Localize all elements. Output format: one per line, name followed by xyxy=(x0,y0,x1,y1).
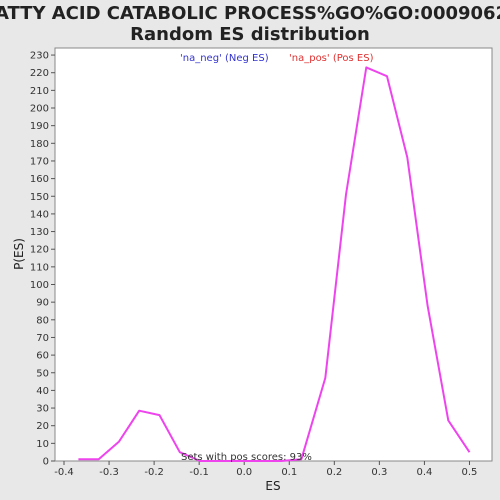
x-tick-label: 0.1 xyxy=(281,467,297,478)
y-tick-label: 130 xyxy=(30,227,49,238)
y-tick-label: 160 xyxy=(30,174,49,185)
y-tick-label: 120 xyxy=(30,245,49,256)
legend-neg-es: 'na_neg' (Neg ES) xyxy=(180,53,269,64)
x-axis-ticks: -0.4 -0.3 -0.2 -0.1 0.0 0.1 0.2 0.3 0.4 0.5 xyxy=(54,461,477,478)
x-tick-label: 0.0 xyxy=(236,467,252,478)
y-axis-label: P(ES) xyxy=(12,238,26,270)
y-tick-label: 110 xyxy=(30,262,49,273)
y-tick-label: 90 xyxy=(36,298,49,309)
pos-score-annotation: Sets with pos scores: 93% xyxy=(181,452,312,463)
y-axis-ticks: 0 10 20 30 40 50 60 70 80 90 100 110 120 130 140 150 160… xyxy=(30,51,55,468)
y-tick-label: 210 xyxy=(30,86,49,97)
legend-pos-es: 'na_pos' (Pos ES) xyxy=(289,53,374,64)
x-tick-label: -0.1 xyxy=(189,467,209,478)
x-tick-label: -0.3 xyxy=(99,467,119,478)
y-tick-label: 150 xyxy=(30,192,49,203)
x-axis-label: ES xyxy=(265,479,280,493)
y-tick-label: 180 xyxy=(30,139,49,150)
y-tick-label: 190 xyxy=(30,121,49,132)
y-tick-label: 20 xyxy=(36,421,49,432)
y-tick-label: 200 xyxy=(30,104,49,115)
x-tick-label: 0.2 xyxy=(326,467,342,478)
chart-title-line-2: Random ES distribution xyxy=(130,24,370,45)
y-tick-label: 100 xyxy=(30,280,49,291)
y-tick-label: 30 xyxy=(36,404,49,415)
y-tick-label: 60 xyxy=(36,351,49,362)
chart-title-line-1: FATTY ACID CATABOLIC PROCESS%GO%GO:00090… xyxy=(0,3,500,24)
y-tick-label: 140 xyxy=(30,209,49,220)
x-tick-label: -0.4 xyxy=(54,467,74,478)
x-tick-label: 0.3 xyxy=(371,467,387,478)
x-tick-label: 0.4 xyxy=(416,467,432,478)
y-tick-label: 170 xyxy=(30,156,49,167)
y-tick-label: 50 xyxy=(36,368,49,379)
x-tick-label: -0.2 xyxy=(144,467,164,478)
y-tick-label: 80 xyxy=(36,315,49,326)
y-tick-label: 230 xyxy=(30,51,49,62)
plot-area xyxy=(55,48,492,461)
y-tick-label: 0 xyxy=(43,457,49,468)
y-tick-label: 40 xyxy=(36,386,49,397)
y-tick-label: 10 xyxy=(36,439,49,450)
y-tick-label: 220 xyxy=(30,68,49,79)
y-tick-label: 70 xyxy=(36,333,49,344)
x-tick-label: 0.5 xyxy=(462,467,478,478)
